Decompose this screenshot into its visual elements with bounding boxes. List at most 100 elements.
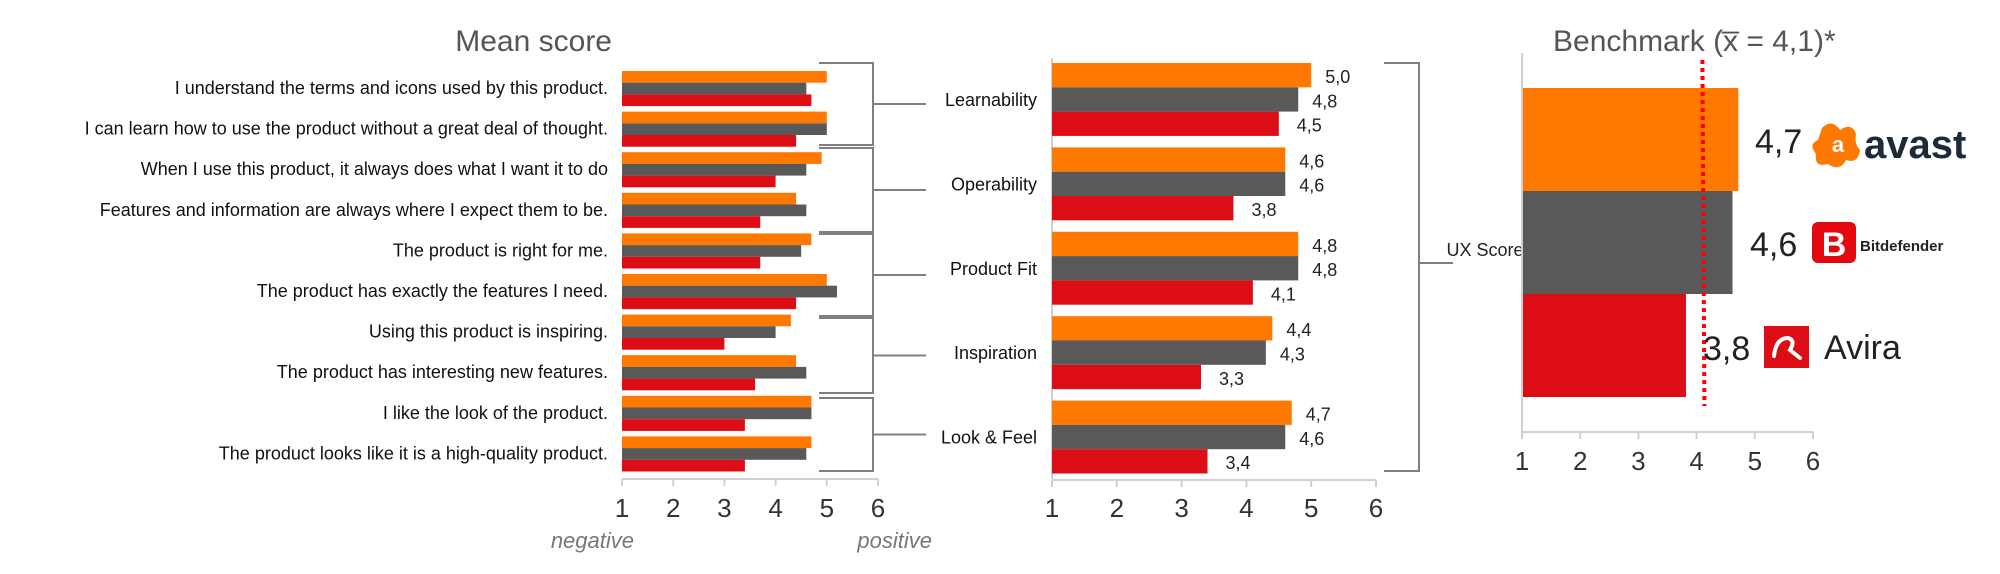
bar-avira <box>622 297 797 310</box>
x-tick-label: 1 <box>1045 493 1059 523</box>
data-label: 4,4 <box>1286 320 1311 340</box>
bar-bitdefender <box>622 285 838 298</box>
axis-label-negative: negative <box>551 528 634 553</box>
bitdefender-logo-icon <box>1812 222 1856 263</box>
x-tick-label: 4 <box>768 493 782 523</box>
x-tick-label: 3 <box>1174 493 1188 523</box>
dimension-label: Learnability <box>945 90 1037 110</box>
x-tick-label: 1 <box>1515 446 1529 476</box>
item-label: The product has exactly the features I n… <box>257 281 608 301</box>
bar-avast <box>622 111 827 124</box>
bar-bitdefender <box>1052 171 1286 196</box>
item-label: I understand the terms and icons used by… <box>175 78 608 98</box>
item-label: The product has interesting new features… <box>277 362 608 382</box>
data-label: 4,8 <box>1312 236 1337 256</box>
ux-score-label: UX Score <box>1446 240 1523 260</box>
x-tick-label: 6 <box>871 493 885 523</box>
item-label: The product looks like it is a high-qual… <box>219 443 608 463</box>
x-tick-label: 4 <box>1689 446 1703 476</box>
x-tick-label: 2 <box>666 493 680 523</box>
chart-title: Mean score <box>455 25 612 58</box>
bar-bitdefender <box>622 407 812 420</box>
item-label: I can learn how to use the product witho… <box>85 119 608 139</box>
chart-title: Benchmark (x̅ = 4,1)* <box>1553 25 1836 58</box>
bar-avira <box>1052 280 1253 305</box>
x-tick-label: 5 <box>820 493 834 523</box>
bar-avast <box>622 71 827 83</box>
data-label: 4,6 <box>1299 176 1324 196</box>
dimension-label: Product Fit <box>950 259 1037 279</box>
avast-logo-text: avast <box>1864 123 1966 167</box>
data-label: 4,3 <box>1280 345 1305 365</box>
bar-avast <box>1052 147 1286 172</box>
bar-bitdefender <box>1523 191 1733 294</box>
bitdefender-logo: B Bitdefender <box>1812 222 1944 264</box>
bar-avira <box>622 419 745 431</box>
bar-avira <box>622 216 761 228</box>
bar-avast <box>1052 316 1273 341</box>
data-label: 4,8 <box>1312 260 1337 280</box>
ux-score-bracket <box>1384 62 1453 472</box>
group-bracket <box>819 397 926 472</box>
bar-avast <box>622 274 827 286</box>
data-label: 4,1 <box>1271 284 1296 304</box>
bar-avast <box>1052 231 1299 257</box>
dimension-label: Look & Feel <box>941 428 1037 448</box>
data-label: 3,8 <box>1703 330 1750 368</box>
bar-avira <box>622 378 756 391</box>
avira-logo-text: Avira <box>1824 329 1901 367</box>
bar-bitdefender <box>622 82 807 95</box>
bar-avast <box>622 192 797 205</box>
bar-bitdefender <box>622 123 827 135</box>
bar-avast <box>622 233 812 246</box>
x-tick-label: 4 <box>1239 493 1253 523</box>
data-label: 4,5 <box>1297 116 1322 136</box>
bar-bitdefender <box>1052 424 1286 450</box>
avast-logo-icon <box>1812 123 1860 168</box>
bar-avira <box>1052 364 1202 390</box>
item-label: Using this product is inspiring. <box>369 322 608 342</box>
x-tick-label: 6 <box>1369 493 1383 523</box>
bar-avast <box>622 436 812 449</box>
bar-avira <box>622 135 797 147</box>
x-tick-label: 5 <box>1304 493 1318 523</box>
bar-bitdefender <box>622 163 807 176</box>
bar-avast <box>1523 88 1739 191</box>
bar-avast <box>622 314 791 327</box>
data-label: 4,8 <box>1312 91 1337 111</box>
bar-avira <box>1523 294 1686 397</box>
bitdefender-logo-glyph: B <box>1822 226 1847 264</box>
data-label: 4,6 <box>1299 429 1324 449</box>
avira-logo-icon <box>1764 326 1809 368</box>
group-bracket <box>819 317 926 394</box>
axis-label-positive: positive <box>856 528 932 553</box>
bar-bitdefender <box>622 204 807 217</box>
item-label: When I use this product, it always does … <box>141 159 608 179</box>
bar-avast <box>1052 400 1292 425</box>
data-label: 4,6 <box>1299 151 1324 171</box>
x-tick-label: 6 <box>1806 446 1820 476</box>
bar-avast <box>1052 63 1312 88</box>
bar-avira <box>1052 111 1279 136</box>
x-tick-label: 5 <box>1748 446 1762 476</box>
item-label: The product is right for me. <box>393 240 608 260</box>
avast-logo-glyph: a <box>1832 132 1845 157</box>
x-tick-label: 3 <box>717 493 731 523</box>
data-label: 4,7 <box>1755 123 1802 161</box>
avira-logo: Avira <box>1764 326 1901 368</box>
benchmark-line <box>1700 59 1707 407</box>
data-label: 4,7 <box>1306 405 1331 425</box>
data-label: 3,4 <box>1226 453 1251 473</box>
avira-umbrella-icon <box>1772 335 1802 360</box>
x-tick-label: 2 <box>1110 493 1124 523</box>
data-label: 3,8 <box>1251 200 1276 220</box>
bar-bitdefender <box>1052 340 1266 365</box>
bar-avira <box>1052 449 1208 474</box>
data-label: 5,0 <box>1325 67 1350 87</box>
bar-avira <box>622 256 761 269</box>
bar-bitdefender <box>622 326 776 338</box>
x-tick-label: 1 <box>615 493 629 523</box>
bar-avira <box>622 459 745 472</box>
bar-avast <box>622 152 822 164</box>
bar-avast <box>622 355 797 367</box>
